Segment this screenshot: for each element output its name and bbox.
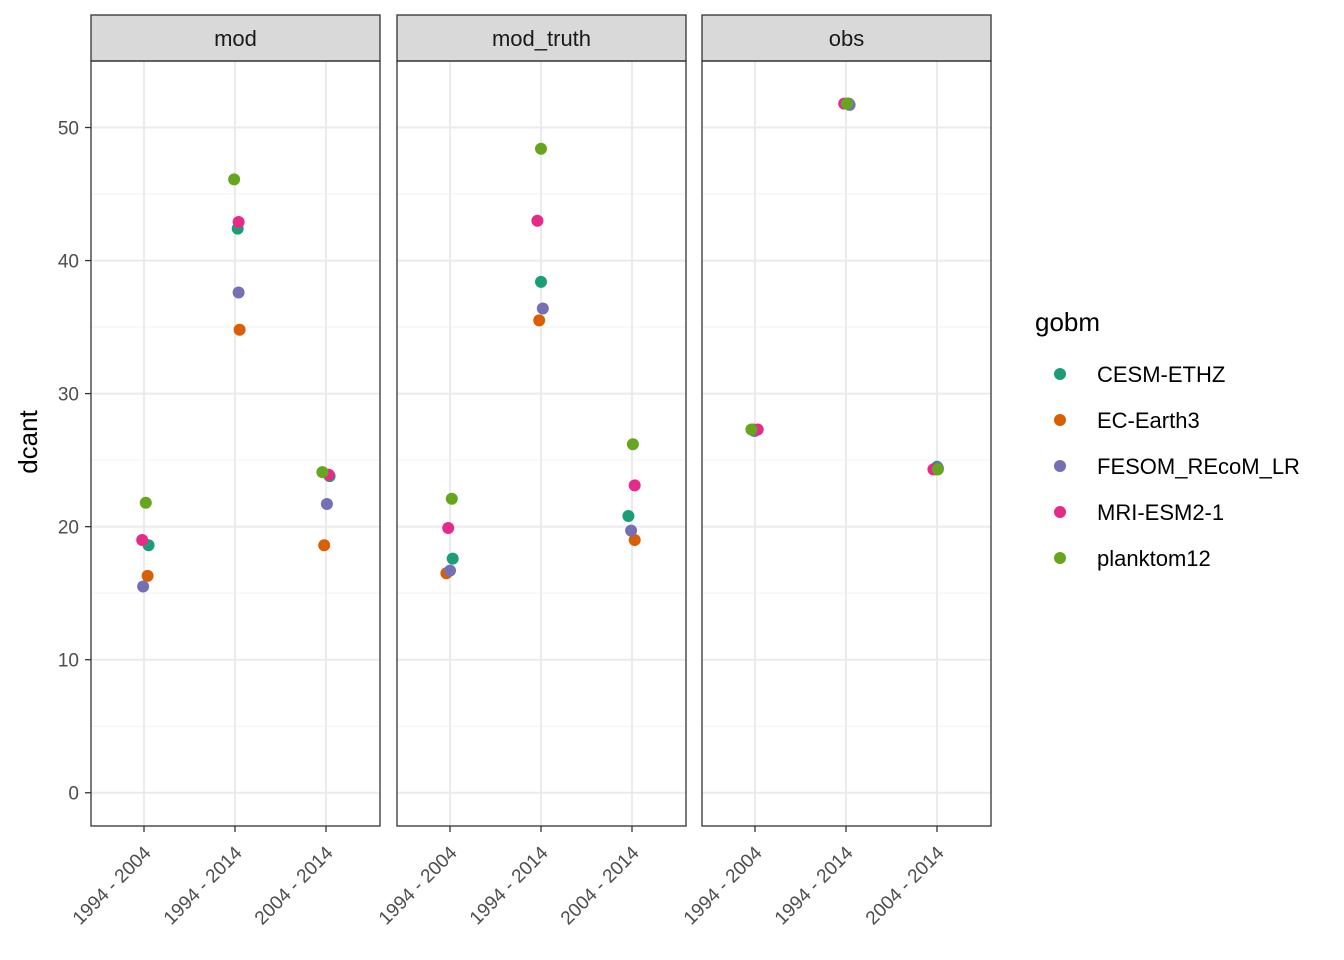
data-point bbox=[625, 524, 638, 537]
data-point bbox=[445, 492, 458, 505]
data-point bbox=[232, 286, 245, 299]
legend-entry: EC-Earth3 bbox=[1054, 408, 1200, 433]
data-point bbox=[444, 564, 456, 577]
y-tick-label: 30 bbox=[58, 385, 79, 406]
y-tick-label: 20 bbox=[58, 518, 79, 539]
data-point bbox=[535, 142, 547, 155]
legend-key bbox=[1054, 368, 1066, 380]
strip-background bbox=[701, 14, 992, 62]
legend-label: FESOM_REcoM_LR bbox=[1097, 454, 1300, 479]
y-tick-label: 10 bbox=[58, 651, 79, 672]
legend-entry: CESM-ETHZ bbox=[1054, 362, 1225, 387]
data-point bbox=[136, 534, 149, 546]
strip-label: mod bbox=[214, 26, 257, 51]
x-tick-label: 1994 - 2004 bbox=[680, 842, 767, 929]
legend-key bbox=[1054, 414, 1066, 426]
x-tick-label: 2004 - 2014 bbox=[557, 842, 644, 929]
x-tick-label: 1994 - 2004 bbox=[69, 842, 156, 929]
data-point bbox=[840, 97, 853, 110]
y-tick-label: 40 bbox=[58, 252, 79, 273]
x-tick-label: 2004 - 2014 bbox=[862, 842, 949, 929]
y-tick-label: 50 bbox=[58, 119, 79, 140]
data-point bbox=[139, 496, 152, 509]
data-point bbox=[628, 479, 641, 492]
legend-key bbox=[1054, 460, 1066, 472]
legend-entry: planktom12 bbox=[1054, 546, 1211, 571]
data-point bbox=[626, 438, 639, 451]
panel-mod: mod 1994 - 2004 1994 - 2014 2004 - 2014 bbox=[69, 14, 381, 929]
data-point bbox=[536, 302, 549, 315]
legend-label: CESM-ETHZ bbox=[1097, 362, 1225, 387]
data-point bbox=[622, 510, 635, 522]
y-axis: 0 10 20 30 40 50 bbox=[58, 119, 91, 805]
legend-label: planktom12 bbox=[1097, 546, 1211, 571]
x-tick-label: 1994 - 2004 bbox=[375, 842, 462, 929]
data-point bbox=[316, 466, 329, 479]
panel-obs: obs 1994 - 2004 1994 - 2014 2004 - 2014 bbox=[680, 14, 992, 929]
data-point bbox=[628, 534, 641, 546]
panel-mod-truth: mod_truth 1994 - 2004 1994 - 2014 2004 - 20… bbox=[375, 14, 687, 929]
legend-key bbox=[1054, 552, 1066, 564]
legend-label: EC-Earth3 bbox=[1097, 408, 1200, 433]
data-point bbox=[446, 552, 459, 565]
data-point bbox=[931, 463, 944, 476]
data-point bbox=[141, 569, 154, 582]
strip-label: mod_truth bbox=[492, 26, 591, 51]
data-point bbox=[318, 539, 331, 552]
y-tick-label: 0 bbox=[68, 784, 79, 805]
data-point bbox=[535, 275, 547, 288]
data-point bbox=[228, 173, 241, 186]
legend-key bbox=[1054, 506, 1066, 518]
legend: gobm CESM-ETHZ EC-Earth3 FESOM_REcoM_LR MRI… bbox=[1035, 307, 1300, 571]
x-tick-label: 1994 - 2014 bbox=[771, 842, 858, 929]
y-axis-title: dcant bbox=[13, 409, 43, 473]
data-point bbox=[442, 522, 455, 534]
x-tick-label: 1994 - 2014 bbox=[466, 842, 553, 929]
legend-title: gobm bbox=[1035, 307, 1100, 337]
legend-label: MRI-ESM2-1 bbox=[1097, 500, 1224, 525]
data-point bbox=[533, 314, 546, 327]
x-tick-label: 1994 - 2014 bbox=[160, 842, 247, 929]
data-point bbox=[232, 216, 245, 228]
strip-background bbox=[90, 14, 381, 62]
legend-entry: FESOM_REcoM_LR bbox=[1054, 454, 1300, 479]
data-point bbox=[320, 498, 333, 510]
strip-label: obs bbox=[829, 26, 864, 51]
legend-entry: MRI-ESM2-1 bbox=[1054, 500, 1224, 525]
x-tick-label: 2004 - 2014 bbox=[251, 842, 338, 929]
data-point bbox=[745, 423, 758, 436]
data-point bbox=[137, 580, 150, 593]
data-point bbox=[233, 323, 246, 336]
strip-background bbox=[396, 14, 687, 62]
data-point bbox=[531, 214, 544, 227]
